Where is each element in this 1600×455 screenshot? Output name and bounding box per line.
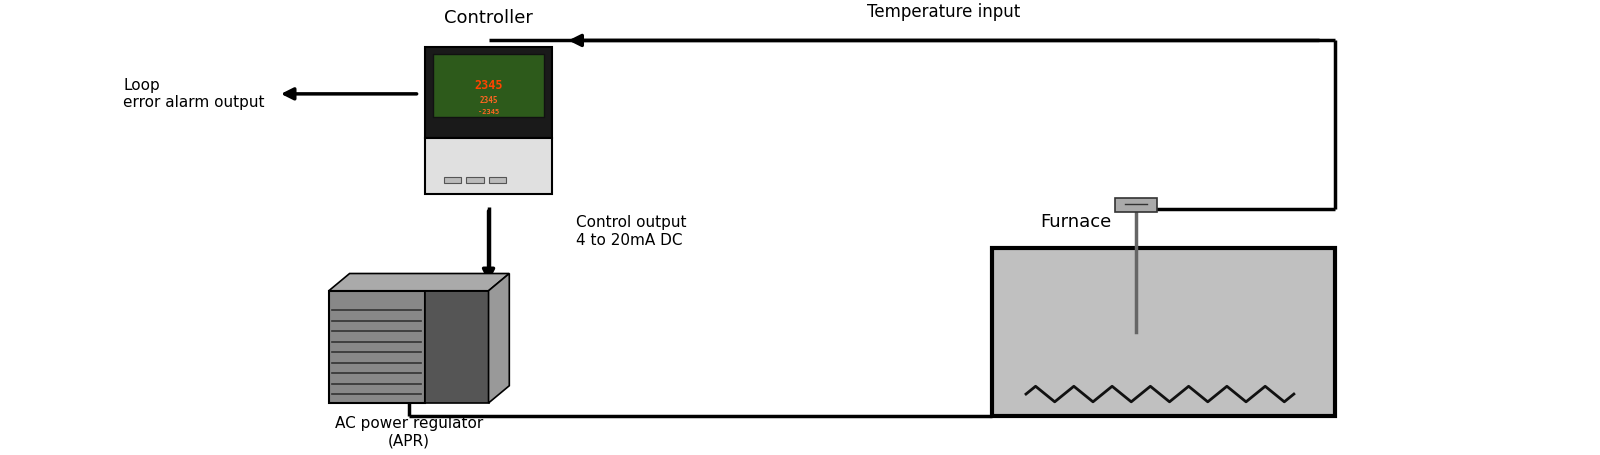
Text: Loop
error alarm output: Loop error alarm output	[123, 78, 266, 110]
Text: -2345: -2345	[478, 109, 499, 115]
Bar	[1115, 197, 1157, 212]
Text: Controller: Controller	[445, 10, 533, 27]
Text: Furnace: Furnace	[1040, 212, 1112, 231]
Polygon shape	[488, 273, 509, 403]
Bar	[466, 177, 483, 183]
Bar	[424, 291, 488, 403]
Bar	[488, 177, 506, 183]
Bar	[330, 291, 424, 403]
Bar	[992, 248, 1334, 416]
Bar	[424, 47, 552, 138]
Bar	[424, 138, 552, 194]
Text: Control output
4 to 20mA DC: Control output 4 to 20mA DC	[576, 215, 686, 248]
Bar	[443, 177, 461, 183]
Text: 2345: 2345	[474, 79, 502, 91]
Bar	[432, 54, 544, 117]
Text: 2345: 2345	[480, 96, 498, 105]
Polygon shape	[330, 273, 509, 291]
Text: AC power regulator
(APR): AC power regulator (APR)	[334, 416, 483, 448]
Text: Temperature input: Temperature input	[867, 3, 1021, 21]
